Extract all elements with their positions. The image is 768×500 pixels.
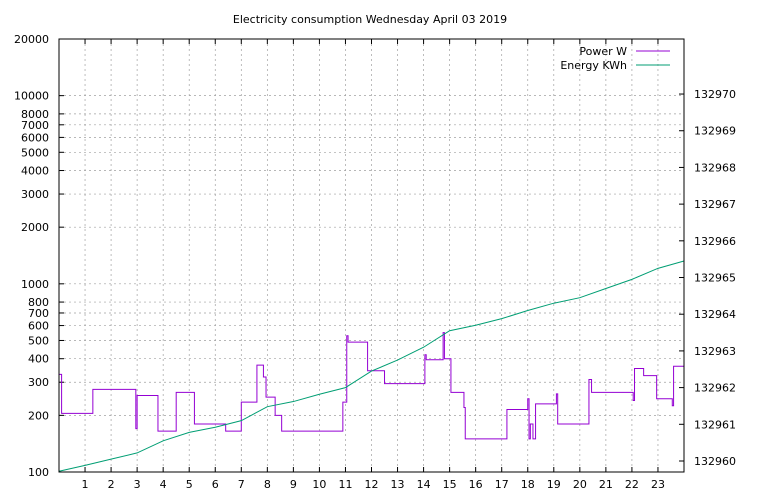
x-tick-label: 18 <box>521 478 535 491</box>
y-left-tick-label: 500 <box>28 334 49 347</box>
y-right-tick-label: 132962 <box>694 382 736 395</box>
y-right-tick-label: 132960 <box>694 455 736 468</box>
y-right-tick-label: 132968 <box>694 161 736 174</box>
y-right-tick-label: 132961 <box>694 418 736 431</box>
x-tick-label: 8 <box>264 478 271 491</box>
chart: Electricity consumption Wednesday April … <box>0 0 768 500</box>
x-tick-label: 23 <box>651 478 665 491</box>
x-tick-label: 15 <box>443 478 457 491</box>
axes: 1 2 3 4 5 6 7 8 9 10 11 12 13 14 15 16 17 18 19 20 21 22 23100… <box>14 33 736 491</box>
y-left-tick-label: 6000 <box>21 131 49 144</box>
y-left-tick-label: 800 <box>28 296 49 309</box>
x-tick-label: 13 <box>391 478 405 491</box>
x-tick-label: 14 <box>417 478 431 491</box>
y-right-tick-label: 132969 <box>694 125 736 138</box>
x-tick-label: 17 <box>495 478 509 491</box>
x-tick-label: 16 <box>469 478 483 491</box>
x-tick-label: 4 <box>160 478 167 491</box>
x-tick-label: 1 <box>82 478 89 491</box>
y-left-tick-label: 200 <box>28 409 49 422</box>
x-tick-label: 21 <box>599 478 613 491</box>
y-left-tick-label: 8000 <box>21 108 49 121</box>
y-left-tick-label: 400 <box>28 353 49 366</box>
y-left-tick-label: 3000 <box>21 188 49 201</box>
y-right-tick-label: 132970 <box>694 88 736 101</box>
x-tick-label: 7 <box>238 478 245 491</box>
x-tick-label: 11 <box>338 478 352 491</box>
y-left-tick-label: 5000 <box>21 146 49 159</box>
x-tick-label: 5 <box>186 478 193 491</box>
y-right-tick-label: 132966 <box>694 235 736 248</box>
x-tick-label: 10 <box>312 478 326 491</box>
y-left-tick-label: 4000 <box>21 165 49 178</box>
x-tick-label: 19 <box>547 478 561 491</box>
x-tick-label: 6 <box>212 478 219 491</box>
y-right-tick-label: 132967 <box>694 198 736 211</box>
y-right-tick-label: 132965 <box>694 272 736 285</box>
x-tick-label: 9 <box>290 478 297 491</box>
y-right-tick-label: 132964 <box>694 308 736 321</box>
legend-label: Energy KWh <box>560 59 627 72</box>
x-tick-label: 3 <box>134 478 141 491</box>
y-left-tick-label: 1000 <box>21 278 49 291</box>
y-left-tick-label: 2000 <box>21 221 49 234</box>
y-left-tick-label: 600 <box>28 320 49 333</box>
y-left-tick-label: 10000 <box>14 90 49 103</box>
y-left-tick-label: 20000 <box>14 33 49 46</box>
x-tick-label: 20 <box>573 478 587 491</box>
y-left-tick-label: 300 <box>28 376 49 389</box>
y-right-tick-label: 132963 <box>694 345 736 358</box>
y-left-tick-label: 100 <box>28 466 49 479</box>
chart-title: Electricity consumption Wednesday April … <box>233 13 507 26</box>
x-tick-label: 12 <box>365 478 379 491</box>
grid <box>59 39 684 472</box>
x-tick-label: 22 <box>625 478 639 491</box>
legend-label: Power W <box>579 45 627 58</box>
x-tick-label: 2 <box>108 478 115 491</box>
